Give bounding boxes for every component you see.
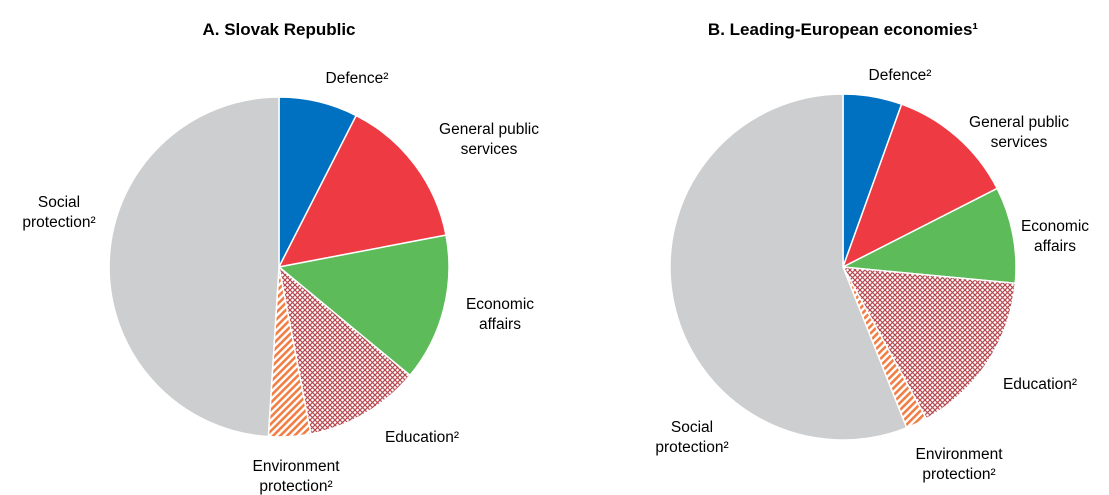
slice-label-environment-protection: Environment protection² — [252, 458, 340, 495]
slice-label-line: protection² — [922, 466, 995, 483]
slice-label-education: Education² — [385, 429, 459, 446]
slice-label-economic-affairs: Economic affairs — [466, 296, 534, 333]
slice-label-line: affairs — [479, 316, 521, 333]
slice-label-economic-affairs: Economic affairs — [1021, 218, 1089, 255]
slice-label-line: affairs — [1034, 238, 1076, 255]
slice-label-line: Social — [671, 419, 713, 436]
pie-slices — [670, 94, 1016, 440]
slice-label-line: Social — [38, 194, 80, 211]
slice-label-line: Economic — [1021, 218, 1089, 235]
slice-label-line: protection² — [22, 214, 95, 231]
slice-label-line: Environment — [915, 446, 1003, 463]
pie-slices — [109, 97, 449, 437]
slice-label-education: Education² — [1003, 376, 1077, 393]
slice-label-line: Environment — [252, 458, 340, 475]
slice-label-line: services — [461, 141, 518, 158]
slice-label-line: Economic — [466, 296, 534, 313]
slice-label-general-public-services: General public services — [969, 114, 1069, 151]
slice-label-social-protection: Social protection² — [22, 194, 95, 231]
slice-label-line: General public — [969, 114, 1069, 131]
slice-label-line: Defence² — [326, 70, 389, 87]
slice-label-line: Education² — [1003, 376, 1077, 393]
panel-b-leading-european-economies: B. Leading-European economies¹ Defence² G… — [655, 20, 1089, 483]
slice-label-line: protection² — [259, 478, 332, 495]
chart-title: B. Leading-European economies¹ — [708, 20, 978, 39]
slice-label-general-public-services: General public services — [439, 121, 539, 158]
slice-label-defence: Defence² — [869, 67, 932, 84]
slice-label-line: services — [991, 134, 1048, 151]
slice-label-social-protection: Social protection² — [655, 419, 728, 456]
chart-title: A. Slovak Republic — [202, 20, 355, 39]
slice-label-line: Education² — [385, 429, 459, 446]
slice-label-line: protection² — [655, 439, 728, 456]
panel-a-slovak-republic: A. Slovak Republic Defence² General publi… — [22, 20, 539, 495]
slice-label-line: Defence² — [869, 67, 932, 84]
slice-label-environment-protection: Environment protection² — [915, 446, 1003, 483]
slice-label-line: General public — [439, 121, 539, 138]
pie-slice-social-protection — [109, 97, 279, 437]
slice-label-defence: Defence² — [326, 70, 389, 87]
